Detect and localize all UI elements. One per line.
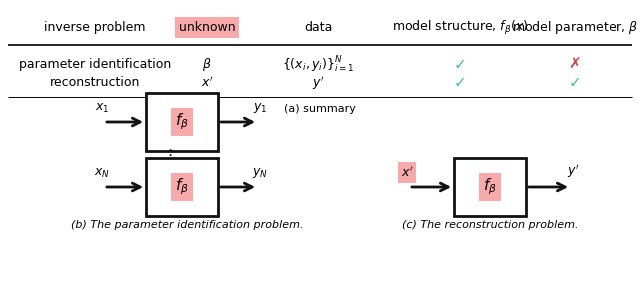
Text: (a) summary: (a) summary	[284, 104, 356, 114]
Text: data: data	[304, 21, 332, 34]
Text: $\vdots$: $\vdots$	[162, 147, 172, 163]
Text: $\beta$: $\beta$	[202, 56, 212, 73]
Bar	[454, 158, 526, 216]
Text: (b) The parameter identification problem.: (b) The parameter identification problem…	[71, 220, 303, 230]
Text: $y'$: $y'$	[312, 74, 324, 92]
Text: $x_1$: $x_1$	[95, 102, 109, 115]
Text: model parameter, $\beta$: model parameter, $\beta$	[512, 19, 638, 36]
Text: parameter identification: parameter identification	[19, 58, 171, 71]
Text: unknown: unknown	[179, 21, 236, 34]
Text: $x'$: $x'$	[201, 76, 213, 90]
Text: $f_{\beta}$: $f_{\beta}$	[483, 177, 497, 197]
Bar	[146, 158, 218, 216]
Text: $\{(x_i, y_i)\}_{i=1}^{N}$: $\{(x_i, y_i)\}_{i=1}^{N}$	[282, 54, 354, 75]
Text: ✓: ✓	[454, 76, 467, 90]
Text: $x'$: $x'$	[401, 165, 413, 180]
Text: ✓: ✓	[454, 57, 467, 72]
Text: $f_{\beta}$: $f_{\beta}$	[175, 112, 189, 132]
Text: reconstruction: reconstruction	[50, 76, 140, 89]
Text: (c) The reconstruction problem.: (c) The reconstruction problem.	[402, 220, 579, 230]
Text: $f_{\beta}$: $f_{\beta}$	[175, 177, 189, 197]
Text: $y_N$: $y_N$	[252, 166, 268, 180]
Text: inverse problem: inverse problem	[44, 21, 146, 34]
Bar	[146, 93, 218, 151]
Text: ✓: ✓	[568, 76, 581, 90]
Text: model structure, $f_{\beta}(x)$: model structure, $f_{\beta}(x)$	[392, 19, 528, 37]
Text: $x_N$: $x_N$	[94, 167, 110, 180]
Text: $y_1$: $y_1$	[253, 101, 268, 115]
Text: ✗: ✗	[568, 57, 581, 72]
Text: $y'$: $y'$	[566, 162, 579, 180]
